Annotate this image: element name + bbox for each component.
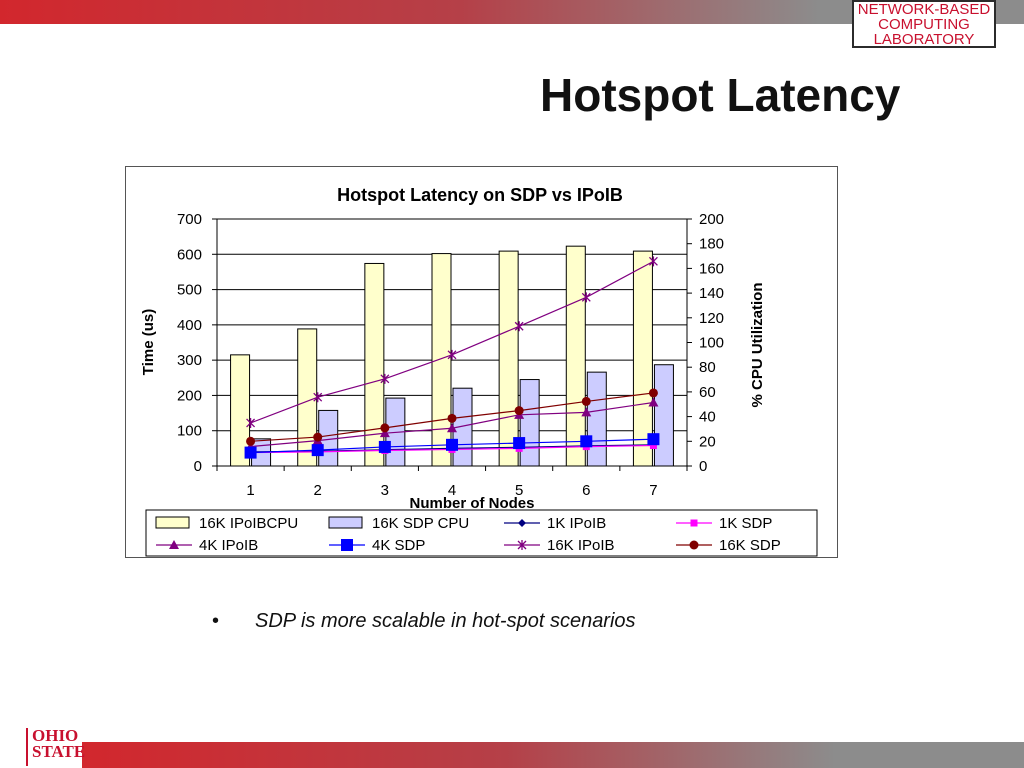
bar	[431, 253, 452, 467]
data-point	[580, 435, 593, 448]
legend-marker	[689, 540, 699, 550]
y2-tick-label: 100	[699, 335, 724, 352]
university-logo-line: STATE	[32, 742, 86, 761]
bullet-point: • SDP is more scalable in hot-spot scena…	[212, 610, 636, 633]
y-tick-label: 300	[177, 352, 202, 369]
lab-logo-line: NETWORK-BASED	[857, 0, 991, 18]
legend-marker	[690, 519, 698, 527]
data-point	[447, 413, 457, 423]
data-point	[311, 444, 324, 457]
legend-label: 16K SDP	[719, 537, 781, 554]
data-point	[378, 440, 391, 453]
y2-tick-label: 20	[699, 433, 716, 450]
data-point	[648, 388, 658, 398]
y2-tick-label: 120	[699, 310, 724, 327]
y2-tick-label: 0	[699, 458, 707, 475]
bar	[632, 250, 653, 467]
y2-tick-label: 60	[699, 384, 716, 401]
y2-tick-label: 160	[699, 260, 724, 277]
y-tick-label: 500	[177, 282, 202, 299]
y-tick-label: 400	[177, 317, 202, 334]
legend-label: 1K SDP	[719, 515, 772, 532]
lab-logo-line: COMPUTING	[878, 15, 970, 33]
data-point	[649, 442, 657, 450]
university-logo: OHIO STATE	[26, 726, 86, 766]
data-point	[379, 428, 390, 438]
legend-marker	[517, 540, 527, 550]
data-point	[581, 292, 591, 303]
data-point	[447, 349, 457, 360]
y-axis-label: Time (us)	[140, 309, 157, 375]
bar	[230, 354, 251, 467]
x-axis-label: Number of Nodes	[409, 495, 534, 512]
legend-label: 16K IPoIB	[547, 537, 615, 554]
x-tick-label: 5	[515, 482, 523, 499]
y-tick-label: 0	[194, 458, 202, 475]
bar	[565, 245, 586, 467]
data-point	[446, 438, 458, 451]
data-point	[647, 433, 660, 446]
data-point	[244, 446, 257, 459]
data-point	[581, 396, 591, 406]
x-tick-label: 6	[582, 482, 590, 499]
legend-label: 16K IPoIBCPU	[199, 515, 298, 532]
lab-logo-line: LABORATORY	[873, 30, 975, 48]
bar	[653, 364, 674, 467]
legend-label: 16K SDP CPU	[372, 515, 469, 532]
y-tick-label: 600	[177, 246, 202, 263]
bottom-accent-bar	[82, 742, 1024, 768]
x-tick-label: 3	[381, 482, 389, 499]
data-point	[380, 423, 390, 433]
legend-marker	[518, 519, 526, 527]
bullet-text: SDP is more scalable in hot-spot scenari…	[255, 610, 636, 632]
x-tick-label: 2	[314, 482, 322, 499]
y2-tick-label: 200	[699, 211, 724, 228]
y-tick-label: 200	[177, 387, 202, 404]
chart-title: Hotspot Latency on SDP vs IPoIB	[337, 185, 623, 205]
bar	[586, 371, 607, 467]
data-point	[447, 423, 457, 433]
chart-frame: Hotspot Latency on SDP vs IPoIB 0 100 200 30…	[125, 166, 838, 558]
data-point	[514, 321, 524, 332]
x-tick-label: 1	[246, 482, 254, 499]
y2-tick-label: 40	[699, 409, 716, 426]
y-tick-label: 100	[177, 423, 202, 440]
legend-box	[145, 509, 818, 557]
legend-label: 4K SDP	[372, 537, 425, 554]
legend-swatch	[328, 516, 363, 529]
y2-tick-label: 180	[699, 236, 724, 253]
legend-swatch	[155, 516, 190, 529]
y2-axis-label: % CPU Utilization	[749, 282, 766, 407]
bar	[519, 379, 540, 467]
data-point	[581, 407, 592, 417]
legend-marker	[341, 539, 353, 551]
y2-tick-label: 140	[699, 285, 724, 302]
hotspot-latency-chart: Hotspot Latency on SDP vs IPoIB010020030…	[140, 185, 818, 557]
data-point	[648, 256, 658, 267]
y-tick-label: 700	[177, 211, 202, 228]
legend-marker	[169, 540, 179, 549]
data-point	[648, 397, 659, 407]
data-point	[513, 437, 526, 450]
bar	[498, 250, 519, 467]
data-point	[313, 392, 323, 403]
y2-tick-label: 80	[699, 359, 716, 376]
data-point	[246, 417, 256, 428]
x-tick-label: 7	[649, 482, 657, 499]
bar	[364, 262, 385, 467]
bullet-icon: •	[212, 610, 220, 632]
legend-label: 1K IPoIB	[547, 515, 606, 532]
data-point	[246, 436, 256, 446]
legend-label: 4K IPoIB	[199, 537, 258, 554]
data-point	[514, 406, 524, 416]
university-logo-line: OHIO	[32, 726, 79, 745]
x-tick-label: 4	[448, 482, 456, 499]
data-point	[380, 373, 390, 384]
lab-logo: NETWORK-BASED COMPUTING LABORATORY	[852, 0, 996, 48]
data-point	[313, 432, 323, 442]
slide-title: Hotspot Latency	[540, 69, 901, 121]
